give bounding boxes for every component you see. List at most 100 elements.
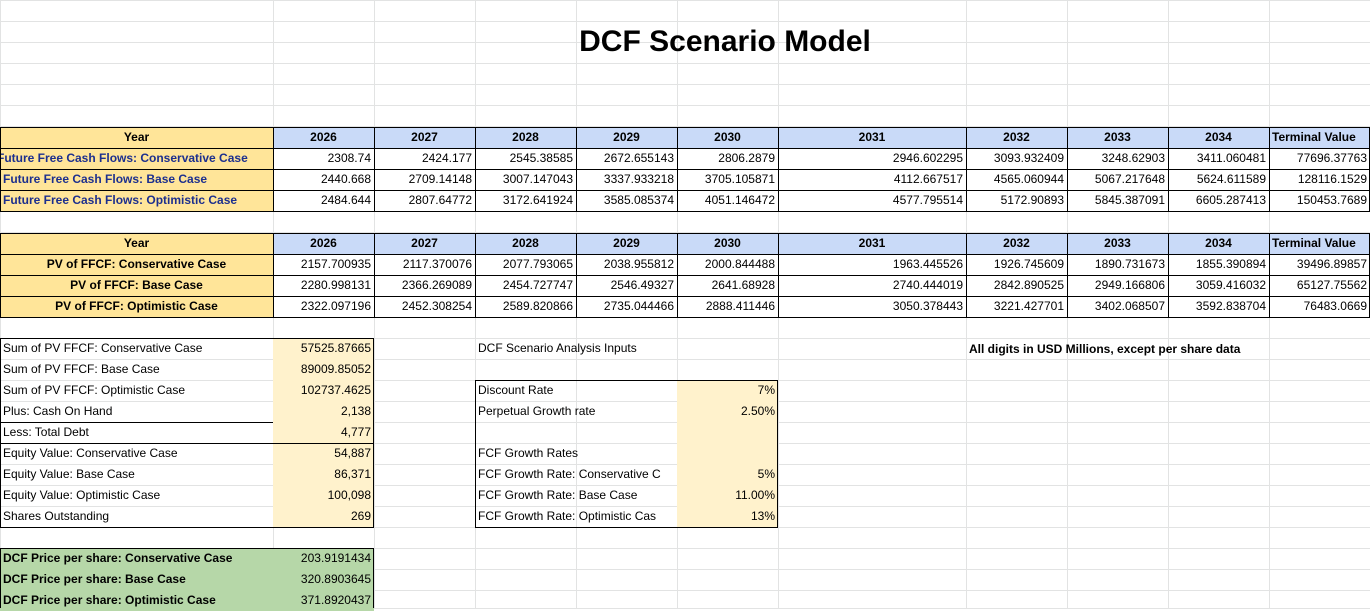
year-header[interactable]: 2028 <box>475 127 576 148</box>
row-label[interactable]: Future Free Cash Flows: Conservative Cas… <box>0 148 273 169</box>
value-cell[interactable]: 2842.890525 <box>993 278 1064 292</box>
value-cell[interactable]: 2000.844488 <box>704 257 775 271</box>
summary-value[interactable]: 57525.87665 <box>273 338 374 359</box>
summary-label[interactable]: Equity Value: Base Case <box>3 467 135 481</box>
row-label[interactable]: Future Free Cash Flows: Optimistic Case <box>0 190 273 211</box>
year-header[interactable]: 2029 <box>576 233 677 254</box>
value-cell[interactable]: 5067.217648 <box>1094 172 1165 186</box>
value-cell[interactable]: 5845.387091 <box>1094 193 1165 207</box>
summary-value[interactable]: 2,138 <box>273 401 374 422</box>
row-label[interactable]: PV of FFCF: Conservative Case <box>0 254 273 275</box>
input-label[interactable] <box>475 422 677 443</box>
price-value[interactable]: 203.9191434 <box>273 548 374 569</box>
input-value[interactable]: 11.00% <box>677 485 778 506</box>
year-header-label[interactable]: Year <box>0 233 273 254</box>
value-cell[interactable]: 3059.416032 <box>1195 278 1266 292</box>
input-label[interactable]: FCF Growth Rate: Base Case <box>478 488 638 502</box>
value-cell[interactable]: 2709.14148 <box>408 172 472 186</box>
row-label[interactable]: PV of FFCF: Base Case <box>0 275 273 296</box>
summary-value[interactable]: 269 <box>273 506 374 527</box>
value-cell[interactable]: 2641.68928 <box>711 278 775 292</box>
price-value[interactable]: 371.8920437 <box>273 590 374 611</box>
year-header[interactable]: 2033 <box>1067 127 1168 148</box>
year-header[interactable]: 2028 <box>475 233 576 254</box>
row-label[interactable]: PV of FFCF: Optimistic Case <box>0 296 273 317</box>
summary-label[interactable]: Sum of PV FFCF: Optimistic Case <box>3 383 186 397</box>
year-header[interactable]: Terminal Value <box>1269 233 1370 254</box>
value-cell[interactable]: 2949.166806 <box>1094 278 1165 292</box>
price-label[interactable]: DCF Price per share: Optimistic Case <box>0 590 273 611</box>
value-cell[interactable]: 3050.378443 <box>892 299 963 313</box>
input-value[interactable]: 7% <box>677 380 778 401</box>
summary-label[interactable]: Plus: Cash On Hand <box>3 404 113 418</box>
input-label[interactable]: Discount Rate <box>478 383 554 397</box>
value-cell[interactable]: 1926.745609 <box>993 257 1064 271</box>
year-header[interactable]: 2026 <box>273 127 374 148</box>
value-cell[interactable]: 3592.838704 <box>1195 299 1266 313</box>
value-cell[interactable]: 2366.269089 <box>401 278 472 292</box>
year-header[interactable]: 2034 <box>1168 127 1269 148</box>
summary-label[interactable]: Sum of PV FFCF: Base Case <box>3 362 160 376</box>
input-value[interactable] <box>677 443 778 464</box>
value-cell[interactable]: 2038.955812 <box>603 257 674 271</box>
value-cell[interactable]: 65127.75562 <box>1296 278 1367 292</box>
input-label[interactable]: FCF Growth Rate: Conservative C <box>478 467 661 481</box>
value-cell[interactable]: 2117.370076 <box>402 257 472 271</box>
summary-label[interactable]: Shares Outstanding <box>3 509 110 523</box>
value-cell[interactable]: 2740.444019 <box>892 278 963 292</box>
year-header[interactable]: Terminal Value <box>1269 127 1370 148</box>
value-cell[interactable]: 3248.62903 <box>1101 151 1165 165</box>
value-cell[interactable]: 2322.097196 <box>300 299 371 313</box>
value-cell[interactable]: 6605.287413 <box>1195 193 1266 207</box>
value-cell[interactable]: 128116.1529 <box>1297 172 1367 186</box>
price-value[interactable]: 320.8903645 <box>273 569 374 590</box>
summary-label[interactable]: Equity Value: Conservative Case <box>3 446 178 460</box>
value-cell[interactable]: 1963.445526 <box>892 257 963 271</box>
price-label[interactable]: DCF Price per share: Base Case <box>0 569 273 590</box>
input-value[interactable] <box>677 422 778 443</box>
units-note[interactable]: All digits in USD Millions, except per s… <box>969 342 1241 356</box>
value-cell[interactable]: 3585.085374 <box>603 193 674 207</box>
year-header[interactable]: 2032 <box>966 127 1067 148</box>
input-value[interactable]: 13% <box>677 506 778 527</box>
summary-value[interactable]: 100,098 <box>273 485 374 506</box>
summary-value[interactable]: 86,371 <box>273 464 374 485</box>
value-cell[interactable]: 76483.0669 <box>1303 299 1367 313</box>
inputs-title[interactable]: DCF Scenario Analysis Inputs <box>478 341 637 355</box>
summary-value[interactable]: 102737.4625 <box>273 380 374 401</box>
value-cell[interactable]: 4051.146472 <box>704 193 775 207</box>
value-cell[interactable]: 3705.105871 <box>704 172 775 186</box>
value-cell[interactable]: 4112.667517 <box>893 172 963 186</box>
value-cell[interactable]: 2484.644 <box>320 193 371 207</box>
value-cell[interactable]: 4565.060944 <box>993 172 1064 186</box>
value-cell[interactable]: 2280.998131 <box>300 278 371 292</box>
year-header[interactable]: 2030 <box>677 127 778 148</box>
value-cell[interactable]: 2308.74 <box>327 151 371 165</box>
value-cell[interactable]: 1855.390894 <box>1195 257 1266 271</box>
value-cell[interactable]: 2946.602295 <box>892 151 963 165</box>
value-cell[interactable]: 2452.308254 <box>401 299 472 313</box>
value-cell[interactable]: 2589.820866 <box>502 299 573 313</box>
value-cell[interactable]: 3411.060481 <box>1196 151 1266 165</box>
value-cell[interactable]: 1890.731673 <box>1094 257 1165 271</box>
year-header[interactable]: 2031 <box>778 233 966 254</box>
row-label[interactable]: Future Free Cash Flows: Base Case <box>0 169 273 190</box>
year-header[interactable]: 2031 <box>778 127 966 148</box>
value-cell[interactable]: 5624.611589 <box>1196 172 1266 186</box>
year-header[interactable]: 2029 <box>576 127 677 148</box>
year-header[interactable]: 2032 <box>966 233 1067 254</box>
input-label[interactable]: Perpetual Growth rate <box>478 404 596 418</box>
input-value[interactable]: 2.50% <box>677 401 778 422</box>
summary-label[interactable]: Less: Total Debt <box>3 425 89 439</box>
year-header[interactable]: 2033 <box>1067 233 1168 254</box>
value-cell[interactable]: 2454.727747 <box>502 278 573 292</box>
value-cell[interactable]: 2546.49327 <box>610 278 674 292</box>
input-value[interactable]: 5% <box>677 464 778 485</box>
summary-label[interactable]: Sum of PV FFCF: Conservative Case <box>3 341 203 355</box>
value-cell[interactable]: 39496.89857 <box>1296 257 1367 271</box>
value-cell[interactable]: 150453.7689 <box>1296 193 1367 207</box>
input-label[interactable]: FCF Growth Rate: Optimistic Cas <box>478 509 657 523</box>
value-cell[interactable]: 2672.655143 <box>603 151 674 165</box>
value-cell[interactable]: 3221.427701 <box>993 299 1064 313</box>
summary-value[interactable]: 54,887 <box>273 443 374 464</box>
